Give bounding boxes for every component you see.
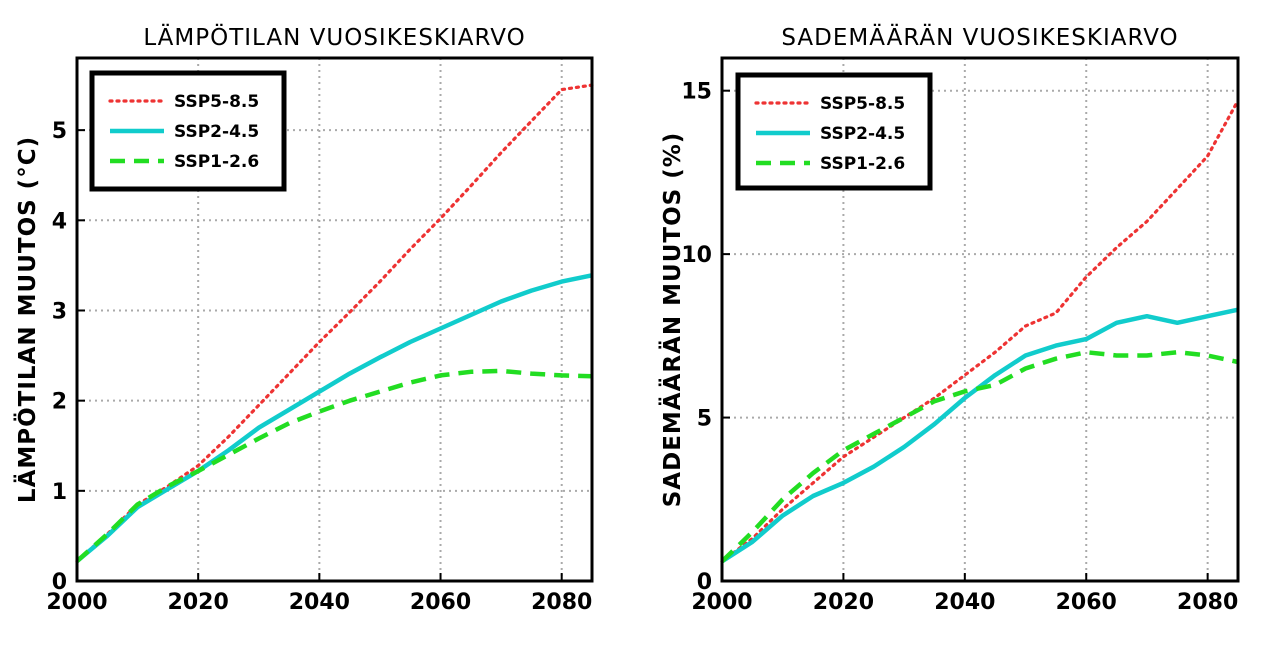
temperature-chart: 2000 2020 2040 2060 2080 0 1 2 3 4 5 LÄMPÖTILAN VUO… xyxy=(13,23,594,615)
series-line-ssp5-8.5 xyxy=(75,83,594,563)
legend-label: SSP2-4.5 xyxy=(820,124,905,144)
series-line-ssp1-2.6 xyxy=(75,368,593,563)
x-tick-label: 2080 xyxy=(531,590,592,615)
y-tick-label: 5 xyxy=(52,119,67,144)
plot-frame xyxy=(720,56,1240,583)
series-line-ssp5-8.5 xyxy=(720,98,1240,563)
y-tick-label: 1 xyxy=(52,480,67,505)
legend-label: SSP5-8.5 xyxy=(174,92,259,112)
legend-label: SSP5-8.5 xyxy=(820,94,905,114)
x-tick-label: 2080 xyxy=(1177,590,1238,615)
legend-box xyxy=(89,70,287,192)
x-tick-label: 2060 xyxy=(410,590,471,615)
x-tick-label: 2040 xyxy=(289,590,350,615)
y-tick-label: 15 xyxy=(681,80,712,105)
legend-label: SSP1-2.6 xyxy=(820,154,905,174)
x-tick-label: 2060 xyxy=(1056,590,1117,615)
plot-frame xyxy=(75,56,594,583)
precipitation-chart: 2000 2020 2040 2060 2080 0 5 10 15 SADEMÄÄRÄN VUO… xyxy=(658,23,1240,615)
y-axis-label: SADEMÄÄRÄN MUUTOS (%) xyxy=(658,132,686,508)
y-tick-label: 4 xyxy=(52,209,67,234)
legend-label: SSP2-4.5 xyxy=(174,122,259,142)
x-tick-label: 2000 xyxy=(46,590,107,615)
y-axis-label: LÄMPÖTILAN MUUTOS (°C) xyxy=(13,136,41,503)
y-tick-label: 3 xyxy=(52,299,67,324)
x-tick-label: 2040 xyxy=(934,590,995,615)
y-tick-label: 2 xyxy=(52,390,67,415)
series-line-ssp2-4.5 xyxy=(720,307,1239,564)
y-tick-label: 10 xyxy=(681,243,712,268)
chart-title: LÄMPÖTILAN VUOSIKESKIARVO xyxy=(143,23,525,51)
x-tick-label: 2000 xyxy=(691,590,752,615)
x-tick-label: 2020 xyxy=(168,590,229,615)
y-tick-label: 0 xyxy=(52,570,67,595)
y-tick-label: 0 xyxy=(697,570,712,595)
legend-label: SSP1-2.6 xyxy=(174,152,259,172)
x-tick-label: 2020 xyxy=(813,590,874,615)
chart-title: SADEMÄÄRÄN VUOSIKESKIARVO xyxy=(781,23,1178,51)
legend: SSP5-8.5 SSP2-4.5 SSP1-2.6 xyxy=(735,72,933,191)
y-tick-label: 5 xyxy=(697,407,712,432)
series-line-ssp1-2.6 xyxy=(720,349,1239,564)
series-line-ssp2-4.5 xyxy=(75,273,593,563)
legend: SSP5-8.5 SSP2-4.5 SSP1-2.6 xyxy=(89,70,287,192)
